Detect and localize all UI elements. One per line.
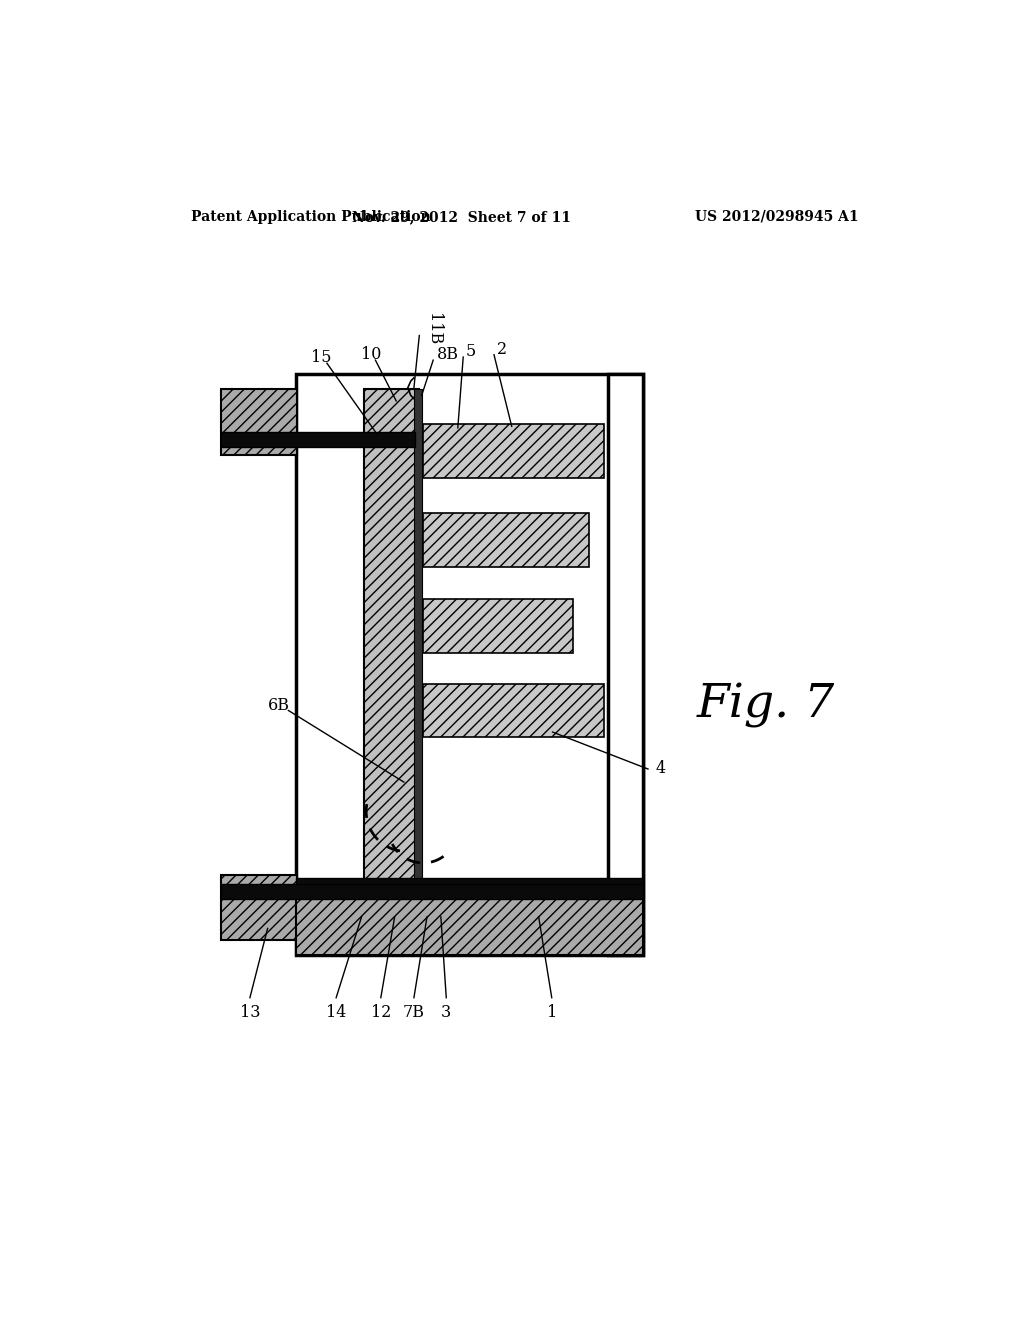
Bar (221, 389, 297, 455)
Bar (608, 374, 643, 956)
Text: 15: 15 (311, 350, 332, 367)
Bar (364, 389, 419, 902)
Text: US 2012/0298945 A1: US 2012/0298945 A1 (694, 210, 858, 224)
Text: 4: 4 (655, 760, 666, 776)
Text: Fig. 7: Fig. 7 (696, 682, 835, 727)
Bar (296, 374, 643, 956)
Bar (296, 892, 643, 954)
Bar (423, 684, 604, 738)
Text: 12: 12 (371, 1003, 391, 1020)
Bar (221, 432, 416, 447)
Bar (423, 424, 604, 478)
Text: 1: 1 (547, 1003, 557, 1020)
Text: Patent Application Publication: Patent Application Publication (190, 210, 430, 224)
Bar (221, 874, 297, 940)
Bar (414, 389, 422, 902)
Text: 7B: 7B (402, 1003, 425, 1020)
Text: 6B: 6B (268, 697, 290, 714)
Text: 5: 5 (466, 343, 476, 360)
Bar (423, 512, 589, 566)
Text: 10: 10 (360, 346, 381, 363)
Text: 3: 3 (441, 1003, 452, 1020)
Text: Nov. 29, 2012  Sheet 7 of 11: Nov. 29, 2012 Sheet 7 of 11 (352, 210, 571, 224)
Bar (423, 599, 573, 653)
Bar (296, 878, 643, 894)
Text: 8B: 8B (437, 346, 459, 363)
Text: 11B: 11B (425, 313, 442, 346)
Text: 14: 14 (326, 1003, 346, 1020)
Bar (221, 884, 643, 899)
Text: 2: 2 (497, 341, 507, 358)
Text: 13: 13 (240, 1003, 260, 1020)
